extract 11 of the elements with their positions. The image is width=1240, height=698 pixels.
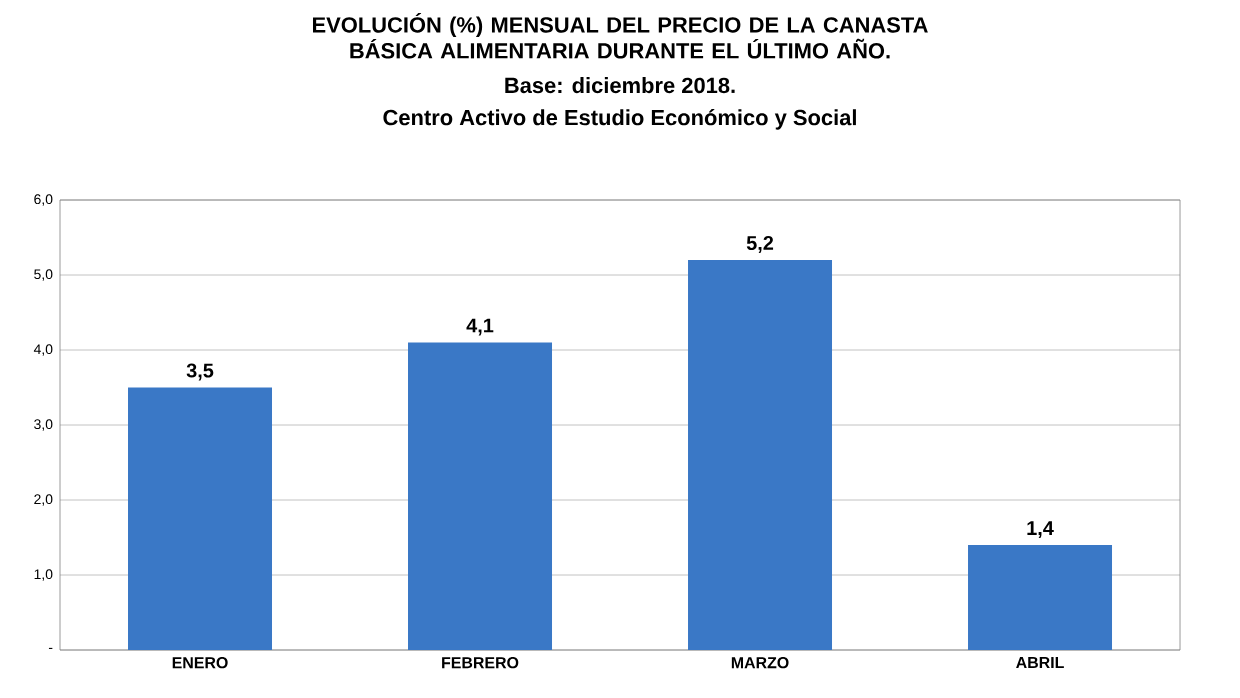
bar [688,260,833,650]
data-label: 4,1 [466,318,494,336]
data-label: 5,2 [746,235,774,253]
bar [408,342,553,650]
data-label: 3,5 [186,363,214,381]
bar [968,545,1113,650]
data-label: 1,4 [1027,521,1054,538]
bar [128,387,273,650]
text: Centro Activo de Estudio Económico y Social [383,109,856,130]
chart-title: EVOLUCIÓN (%) MENSUAL DEL PRECIO DE LA CANASTA BÁSICA ALIMENTARIA DURANTE EL ÚLTIMO AÑO. [313,13,928,59]
chart-subtitle: Base: diciembre 2018. [505,77,735,94]
